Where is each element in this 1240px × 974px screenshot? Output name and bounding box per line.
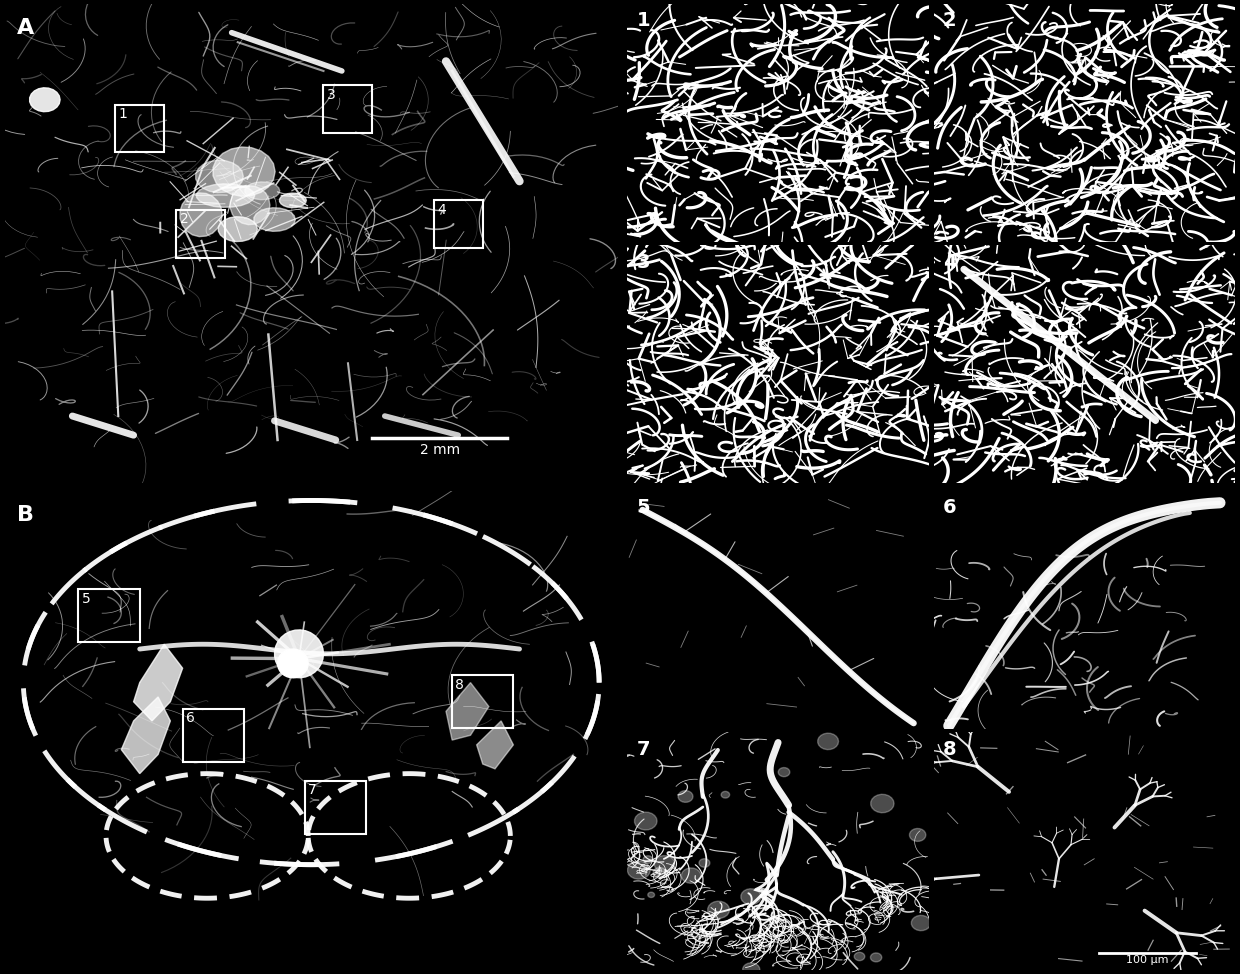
Text: 4: 4 <box>942 252 956 272</box>
Text: 8: 8 <box>942 739 956 759</box>
Polygon shape <box>134 644 182 721</box>
Polygon shape <box>854 953 864 960</box>
Text: 5: 5 <box>82 591 91 606</box>
Polygon shape <box>180 193 222 237</box>
Polygon shape <box>446 683 489 740</box>
Polygon shape <box>627 861 650 880</box>
Polygon shape <box>742 888 761 905</box>
Polygon shape <box>699 859 709 867</box>
Text: 3: 3 <box>326 88 335 101</box>
Polygon shape <box>655 855 675 872</box>
Polygon shape <box>722 791 729 798</box>
Polygon shape <box>644 856 653 863</box>
Polygon shape <box>274 630 324 678</box>
Text: 2: 2 <box>180 212 188 226</box>
Bar <box>115 104 164 153</box>
Text: 6: 6 <box>186 711 195 726</box>
Polygon shape <box>197 184 254 207</box>
Text: 1: 1 <box>118 107 128 121</box>
Polygon shape <box>743 963 760 974</box>
Polygon shape <box>254 207 295 231</box>
Polygon shape <box>653 868 666 878</box>
Polygon shape <box>870 953 882 962</box>
Text: 7: 7 <box>309 783 317 797</box>
Polygon shape <box>817 733 838 750</box>
Bar <box>453 675 513 729</box>
Polygon shape <box>911 916 931 931</box>
Bar <box>434 201 482 248</box>
Text: 4: 4 <box>436 203 445 217</box>
Polygon shape <box>196 160 243 193</box>
Polygon shape <box>708 901 729 918</box>
Polygon shape <box>682 868 701 883</box>
Text: 5: 5 <box>636 498 650 517</box>
Polygon shape <box>231 186 270 225</box>
Text: 2: 2 <box>942 11 956 30</box>
Text: 2 mm: 2 mm <box>420 443 460 457</box>
Polygon shape <box>122 697 170 773</box>
Polygon shape <box>635 812 657 830</box>
Polygon shape <box>218 217 258 242</box>
Text: 100 μm: 100 μm <box>1126 955 1169 965</box>
Polygon shape <box>678 791 693 803</box>
Text: A: A <box>17 19 35 38</box>
Text: 6: 6 <box>942 498 956 517</box>
Polygon shape <box>279 193 306 207</box>
Polygon shape <box>30 88 60 112</box>
Polygon shape <box>213 147 275 196</box>
Polygon shape <box>278 649 309 678</box>
Bar <box>305 781 366 834</box>
Bar <box>324 86 372 133</box>
Bar <box>78 589 140 642</box>
Text: 8: 8 <box>455 678 464 692</box>
Polygon shape <box>779 768 790 776</box>
Polygon shape <box>476 721 513 768</box>
Polygon shape <box>246 182 280 200</box>
Text: 3: 3 <box>636 252 650 272</box>
Polygon shape <box>870 794 894 812</box>
Bar <box>176 210 226 258</box>
Polygon shape <box>647 892 655 897</box>
Text: B: B <box>17 506 35 525</box>
Text: 1: 1 <box>636 11 650 30</box>
Polygon shape <box>909 829 926 842</box>
Bar <box>182 709 244 762</box>
Text: 7: 7 <box>636 739 650 759</box>
